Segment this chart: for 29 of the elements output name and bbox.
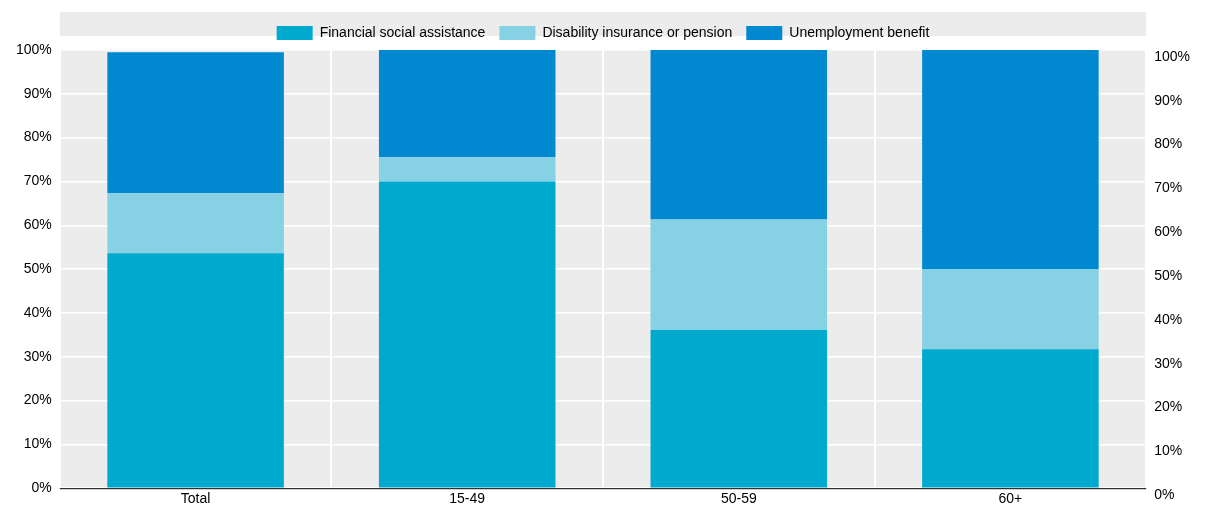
legend-label: Financial social assistance bbox=[319, 23, 486, 40]
y-tick-label: 30% bbox=[1154, 354, 1183, 371]
y2-tick-label: 30% bbox=[23, 347, 52, 364]
x-tick-label: 60+ bbox=[998, 490, 1023, 507]
y2-tick-label: 100% bbox=[15, 40, 52, 57]
x-tick-label: Total bbox=[180, 490, 211, 507]
y2-tick-label: 60% bbox=[23, 216, 52, 233]
y-tick-label: 10% bbox=[1154, 442, 1183, 459]
y2-tick-label: 0% bbox=[31, 479, 52, 496]
y-tick-label: 60% bbox=[1154, 223, 1183, 240]
y2-tick-label: 50% bbox=[23, 259, 52, 276]
y2-tick-label: 70% bbox=[23, 172, 52, 189]
x-tick-label: 50-59 bbox=[720, 490, 757, 507]
y2-tick-label: 10% bbox=[23, 435, 52, 452]
y2-tick-label: 90% bbox=[23, 84, 52, 101]
y-tick-label: 100% bbox=[1154, 47, 1191, 64]
y-tick-label: 50% bbox=[1154, 266, 1183, 283]
y2-tick-label: 40% bbox=[23, 303, 52, 320]
y2-tick-label: 20% bbox=[23, 391, 52, 408]
legend-label: Disability insurance or pension bbox=[542, 23, 733, 40]
y-tick-label: 90% bbox=[1154, 91, 1183, 108]
x-tick-label: 15-49 bbox=[449, 490, 486, 507]
y2-tick-label: 80% bbox=[23, 128, 52, 145]
y-tick-label: 0% bbox=[1154, 486, 1175, 503]
y-tick-label: 70% bbox=[1154, 179, 1183, 196]
y-tick-label: 20% bbox=[1154, 398, 1183, 415]
legend-label: Unemployment benefit bbox=[789, 23, 930, 40]
y-tick-label: 80% bbox=[1154, 135, 1183, 152]
y-tick-label: 40% bbox=[1154, 310, 1183, 327]
